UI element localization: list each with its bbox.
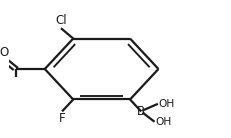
Text: OH: OH <box>158 99 174 109</box>
Text: F: F <box>58 112 65 125</box>
Text: OH: OH <box>154 117 170 127</box>
Text: Cl: Cl <box>55 14 67 27</box>
Text: O: O <box>0 46 8 59</box>
Text: B: B <box>137 105 145 118</box>
